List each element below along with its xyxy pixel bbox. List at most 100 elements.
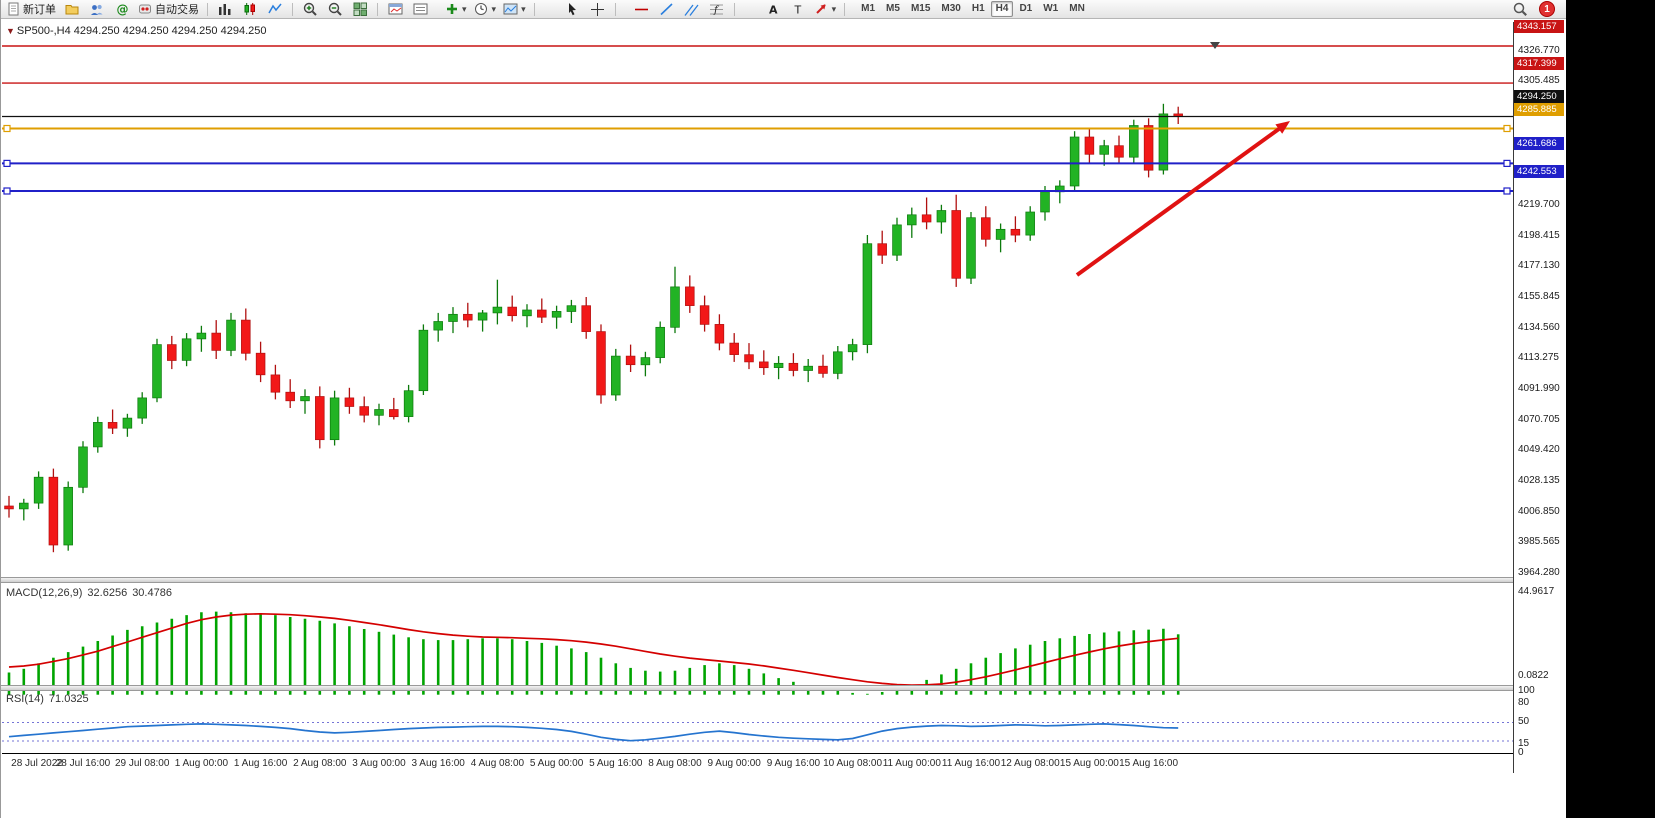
channel-tool-button[interactable] <box>680 0 704 19</box>
rsi-axis-label: 100 <box>1518 685 1535 696</box>
zoom-in-button[interactable] <box>298 0 322 19</box>
time-axis-label: 15 Aug 00:00 <box>1059 758 1119 769</box>
horizontal-line-tool-button[interactable] <box>630 0 654 19</box>
rsi-value: 71.0325 <box>48 693 89 705</box>
cursor-tool-button[interactable] <box>561 0 585 19</box>
text-tool-button[interactable]: A <box>761 0 785 19</box>
notification-badge[interactable]: 1 <box>1539 1 1555 17</box>
arrows-dropdown[interactable]: ▾ <box>811 0 840 19</box>
timeframe-m5-button[interactable]: M5 <box>886 3 900 14</box>
macd-axis-label: 44.9617 <box>1518 586 1555 598</box>
timeframe-m1-button[interactable]: M1 <box>861 3 876 14</box>
time-axis-label: 28 Jul 16:00 <box>55 758 111 769</box>
mt4-window: 新订单 @ 自动交易 <box>0 0 1566 818</box>
time-axis-label: 9 Aug 16:00 <box>766 758 821 769</box>
time-axis-label: 4 Aug 08:00 <box>470 758 525 769</box>
price-badge: 4294.250 <box>1514 90 1564 104</box>
objects-list-button[interactable] <box>408 0 432 19</box>
time-axis-label: 11 Aug 00:00 <box>882 758 941 769</box>
main-chart-canvas[interactable] <box>2 41 1513 598</box>
macd-label: MACD(12,26,9) 32.6256 30.4786 <box>6 587 177 599</box>
time-axis-label: 1 Aug 00:00 <box>174 758 229 769</box>
fibonacci-tool-button[interactable]: f <box>705 0 729 19</box>
time-axis-label: 8 Aug 08:00 <box>648 758 702 769</box>
price-tick: 4177.130 <box>1518 260 1560 272</box>
time-axis-label: 10 Aug 08:00 <box>823 758 883 769</box>
timeframe-w1-button[interactable]: W1 <box>1043 3 1059 14</box>
macd-name: MACD(12,26,9) <box>6 587 83 599</box>
auto-trading-button[interactable]: 自动交易 <box>135 0 202 19</box>
timeframe-m15-button[interactable]: M15 <box>910 3 931 14</box>
price-axis-divider <box>1513 22 1514 773</box>
chart-menu-icon[interactable]: ▼ <box>6 26 15 36</box>
candlestick-icon <box>244 3 255 15</box>
indicators-window-button[interactable] <box>383 0 407 19</box>
text-label-tool-button[interactable]: T <box>786 0 810 19</box>
charts-folder-button[interactable] <box>60 0 84 19</box>
search-icon <box>1513 2 1527 16</box>
macd-main-value: 32.6256 <box>87 587 128 599</box>
contacts-button[interactable] <box>85 0 109 19</box>
crosshair-tool-button[interactable] <box>586 0 610 19</box>
rsi-axis-label: 15 <box>1518 737 1530 749</box>
time-axis-label: 15 Aug 16:00 <box>1119 758 1179 769</box>
time-axis-label: 29 Jul 08:00 <box>114 758 170 769</box>
time-axis-label: 12 Aug 08:00 <box>1000 758 1060 769</box>
rsi-axis-label: 50 <box>1518 716 1530 727</box>
new-order-icon <box>8 2 19 16</box>
periods-dropdown[interactable]: ▾ <box>471 0 500 19</box>
templates-dropdown[interactable]: ▾ <box>500 0 529 19</box>
price-badge: 4261.686 <box>1514 137 1564 151</box>
caret-down-icon: ▾ <box>491 3 497 14</box>
zoom-in-icon <box>303 2 317 16</box>
new-order-button[interactable]: 新订单 <box>4 0 59 19</box>
price-tick: 4113.275 <box>1518 352 1559 364</box>
toolbar-separator <box>207 2 208 16</box>
community-button[interactable]: @ <box>110 0 134 19</box>
users-icon <box>91 4 103 15</box>
line-chart-button[interactable] <box>263 0 287 19</box>
label-tool-icon: T <box>793 4 801 17</box>
crosshair-icon <box>591 2 605 16</box>
fibonacci-icon: f <box>710 4 724 16</box>
panel-splitter[interactable] <box>1 577 1514 583</box>
timeframe-h4-button[interactable]: H4 <box>990 1 1014 17</box>
macd-signal-value: 30.4786 <box>132 587 172 599</box>
time-axis-label: 28 Jul 2022 <box>11 758 63 769</box>
price-tick: 4049.420 <box>1518 444 1560 456</box>
bar-chart-button[interactable] <box>213 0 237 19</box>
timeframe-mn-button[interactable]: MN <box>1069 3 1085 14</box>
tile-windows-button[interactable] <box>348 0 372 19</box>
desktop-background <box>1566 0 1655 818</box>
rsi-name: RSI(14) <box>6 693 44 705</box>
price-badge: 4242.553 <box>1514 164 1564 178</box>
zoom-out-button[interactable] <box>323 0 347 19</box>
timeframe-h1-button[interactable]: H1 <box>971 3 985 14</box>
chart-title-text: SP500-,H4 4294.250 4294.250 4294.250 429… <box>16 25 267 37</box>
bar-chart-icon <box>219 4 231 15</box>
horizontal-line-icon <box>635 8 649 10</box>
template-icon <box>503 3 518 15</box>
rsi-label: RSI(14) 71.0325 <box>6 693 94 705</box>
search-button[interactable] <box>1508 0 1532 19</box>
svg-text:T: T <box>793 4 801 17</box>
candlestick-chart-button[interactable] <box>238 0 262 19</box>
timeframe-d1-button[interactable]: D1 <box>1019 3 1033 14</box>
tile-windows-icon <box>353 2 367 16</box>
rsi-axis-label: 0 <box>1518 747 1524 758</box>
toolbar: 新订单 @ 自动交易 <box>1 0 1566 19</box>
svg-text:A: A <box>769 4 778 17</box>
toolbar-separator <box>377 2 378 16</box>
add-indicator-dropdown[interactable]: ▾ <box>442 0 470 19</box>
window-list-icon <box>413 3 427 15</box>
trendline-tool-button[interactable] <box>655 0 679 19</box>
timeframe-m30-button[interactable]: M30 <box>941 3 961 14</box>
add-indicator-icon <box>447 4 457 14</box>
toolbar-separator <box>844 2 846 16</box>
panel-splitter[interactable] <box>1 685 1514 691</box>
toolbar-separator <box>614 2 616 16</box>
price-axis: 4326.770 4305.485 4219.700 4198.415 4177.130… <box>1514 19 1566 818</box>
svg-text:@: @ <box>117 3 129 17</box>
chart-area: ▼ SP500-,H4 4294.250 4294.250 4294.250 42… <box>1 19 1566 818</box>
time-axis: 28 Jul 2022 28 Jul 16:00 29 Jul 08:00 1 Aug… <box>2 753 1513 774</box>
